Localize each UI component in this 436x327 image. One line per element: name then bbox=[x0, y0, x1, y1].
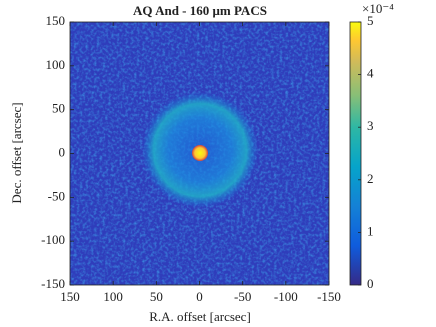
x-axis-label: R.A. offset [arcsec] bbox=[149, 309, 251, 324]
colorbar-tick-label: 4 bbox=[367, 66, 374, 81]
y-tick-label: 0 bbox=[59, 144, 66, 159]
colorbar-tick-label: 1 bbox=[367, 223, 374, 238]
y-tick-label: -100 bbox=[41, 232, 65, 247]
x-tick-label: -50 bbox=[234, 289, 251, 304]
image bbox=[70, 22, 329, 285]
colorbar-tick-label: 2 bbox=[367, 171, 374, 186]
y-tick-label: 50 bbox=[52, 101, 65, 116]
colorbar-multiplier: ×10⁻⁴ bbox=[362, 1, 394, 16]
y-tick-label: -150 bbox=[41, 276, 65, 291]
y-tick-label: -50 bbox=[48, 188, 65, 203]
x-tick-label: 150 bbox=[60, 289, 80, 304]
colorbar-tick-label: 0 bbox=[367, 276, 374, 291]
x-tick-label: -150 bbox=[317, 289, 341, 304]
chart-title: AQ And - 160 μm PACS bbox=[133, 3, 267, 18]
colorbar-tick-label: 5 bbox=[367, 13, 374, 28]
colorbar-tick-label: 3 bbox=[367, 118, 374, 133]
y-axis-label: Dec. offset [arcsec] bbox=[9, 102, 24, 203]
y-tick-label: 100 bbox=[46, 57, 66, 72]
x-tick-label: -100 bbox=[274, 289, 298, 304]
x-tick-label: 100 bbox=[103, 289, 123, 304]
y-tick-label: 150 bbox=[46, 13, 66, 28]
colorbar bbox=[349, 21, 362, 286]
x-tick-label: 0 bbox=[196, 289, 203, 304]
x-tick-label: 50 bbox=[150, 289, 163, 304]
